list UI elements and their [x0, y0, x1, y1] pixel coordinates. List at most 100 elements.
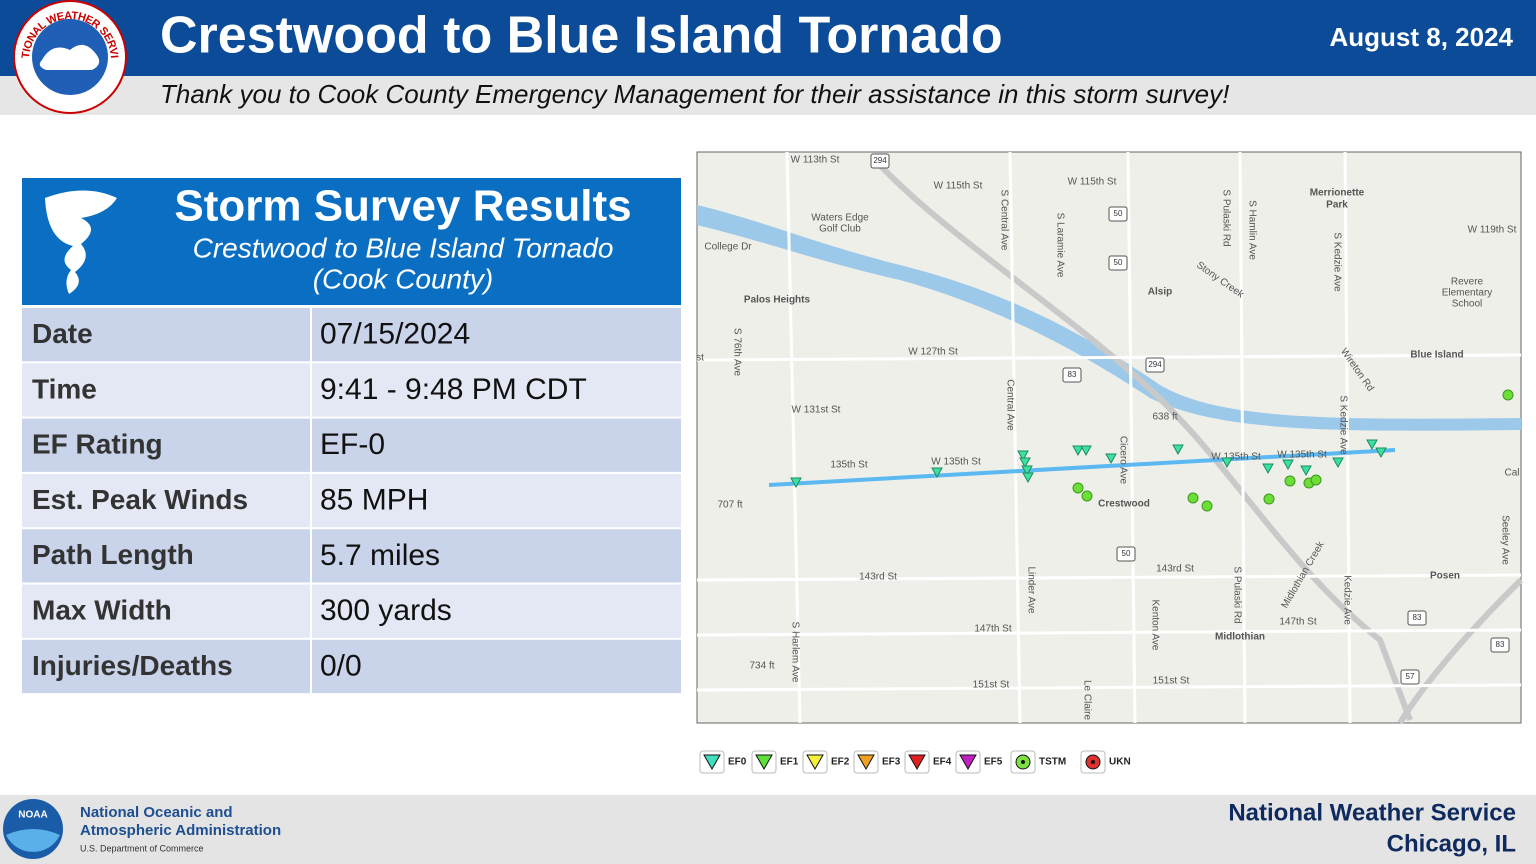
map-label: Blue Island: [1410, 350, 1463, 361]
row-label: Date: [32, 318, 93, 349]
legend-label: EF0: [728, 757, 747, 768]
legend-symbol: [908, 754, 926, 771]
map-label: W 135th St: [1277, 450, 1327, 461]
label-cell: [22, 639, 310, 694]
panel-subtitle: Crestwood to Blue Island Tornado: [193, 232, 614, 263]
map-label: 638 ft: [1152, 412, 1177, 423]
tornado-path: [768, 448, 1396, 487]
map-label: 151st St: [973, 680, 1010, 691]
map-label: Le Claire: [1081, 680, 1092, 720]
agency: National Oceanic and: [80, 804, 233, 821]
ef0-survey-point: [1366, 439, 1378, 451]
label-cell: [22, 473, 310, 528]
tstm-survey-point: [1502, 389, 1514, 401]
legend-label: EF2: [831, 757, 850, 768]
ef0-survey-point: [1105, 453, 1117, 465]
map: W 113th St W 115th St W 115th St S Central …: [696, 151, 1524, 725]
map-label: S Kedzie Ave: [1331, 232, 1342, 292]
route-number: 83: [1413, 613, 1422, 622]
noaa-logo-text: NOAA: [18, 810, 47, 821]
ef0-survey-point: [790, 477, 802, 489]
logo-cloud: [39, 44, 100, 70]
route-number: 294: [873, 156, 887, 165]
value-cell: [312, 418, 681, 472]
ef0-survey-point: [1282, 459, 1294, 471]
map-label: 707 ft: [717, 500, 742, 511]
legend-label: UKN: [1109, 757, 1131, 768]
map-label: st: [696, 353, 704, 364]
route-shield: [1490, 637, 1510, 653]
map-label: 143rd St: [1156, 564, 1194, 575]
legend-label: TSTM: [1039, 757, 1066, 768]
map-label: 147th St: [1279, 617, 1316, 628]
map-label: S Central Ave: [998, 190, 1009, 251]
map-label: Merrionette: [1310, 188, 1365, 199]
route-shield: [1145, 357, 1165, 373]
map-label: Kenton Ave: [1149, 600, 1160, 651]
tstm-survey-point: [1072, 482, 1084, 494]
ef0-survey-point: [1072, 445, 1084, 457]
map-label: 135th St: [830, 460, 867, 471]
footer-band: [0, 795, 1536, 864]
map-label: Revere: [1451, 277, 1484, 288]
map-label: Alsip: [1148, 287, 1172, 298]
ef0-survey-point: [1375, 447, 1387, 459]
row-value: EF-0: [320, 428, 385, 461]
map-label: Crestwood: [1098, 499, 1150, 510]
label-cell: [22, 529, 310, 583]
row-label: Time: [32, 373, 97, 404]
map-label: Waters Edge: [811, 213, 869, 224]
map-label: School: [1452, 299, 1483, 310]
row-value: 85 MPH: [320, 483, 428, 516]
tstm-survey-point: [1284, 475, 1296, 487]
legend-symbol: [857, 754, 875, 771]
route-shield: [870, 153, 890, 169]
map-label: W 119th St: [1468, 225, 1517, 236]
title: Crestwood to Blue Island Tornado: [160, 7, 1003, 65]
map-label: W 113th St: [791, 155, 840, 166]
value-cell: [312, 363, 681, 417]
subtitle-band: [0, 76, 1536, 115]
route-number: 83: [1496, 640, 1505, 649]
map-label: Kedzie Ave: [1341, 575, 1352, 625]
row-value: 9:41 - 9:48 PM CDT: [320, 373, 587, 406]
noaa-logo-wave: [6, 829, 60, 852]
tornado-icon: [45, 190, 117, 294]
map-label: College Dr: [704, 242, 752, 253]
map-label: Cicero Ave: [1117, 436, 1128, 485]
row-value: 5.7 miles: [320, 539, 440, 572]
tstm-survey-point: [1201, 500, 1213, 512]
tstm-survey-point: [1263, 493, 1275, 505]
ef0-survey-point: [1172, 444, 1184, 456]
map-label: Park: [1326, 200, 1348, 211]
map-label: W 135th St: [1211, 452, 1261, 463]
route-shield: [1400, 669, 1420, 685]
row-label: Est. Peak Winds: [32, 484, 248, 515]
panel-title: Storm Survey Results: [174, 182, 631, 231]
map-label: 143rd St: [859, 572, 897, 583]
map-label: Midlothian: [1215, 632, 1265, 643]
route-number: 50: [1122, 549, 1131, 558]
label-cell: [22, 308, 310, 362]
department: U.S. Department of Commerce: [80, 843, 204, 853]
value-cell: [312, 584, 681, 638]
subtitle: Thank you to Cook County Emergency Manag…: [160, 79, 1229, 109]
legend-symbol: [703, 754, 721, 771]
office: National Weather Service: [1228, 799, 1516, 826]
date: August 8, 2024: [1329, 22, 1513, 52]
map-label: Cal: [1504, 468, 1519, 479]
panel-subtitle: (Cook County): [313, 263, 494, 294]
legend-dot: [1021, 760, 1025, 764]
tstm-survey-point: [1081, 490, 1093, 502]
map-label: S Laramie Ave: [1054, 213, 1065, 278]
tstm-survey-point: [1310, 474, 1322, 486]
route-shield: [1116, 546, 1136, 562]
map-label: S Pulaski Rd: [1220, 189, 1231, 246]
map-label: S Hamlin Ave: [1246, 200, 1257, 260]
ef0-survey-point: [1017, 450, 1029, 462]
map-label: W 131st St: [792, 405, 841, 416]
map-label: Posen: [1430, 571, 1460, 582]
highway: [872, 157, 1413, 722]
